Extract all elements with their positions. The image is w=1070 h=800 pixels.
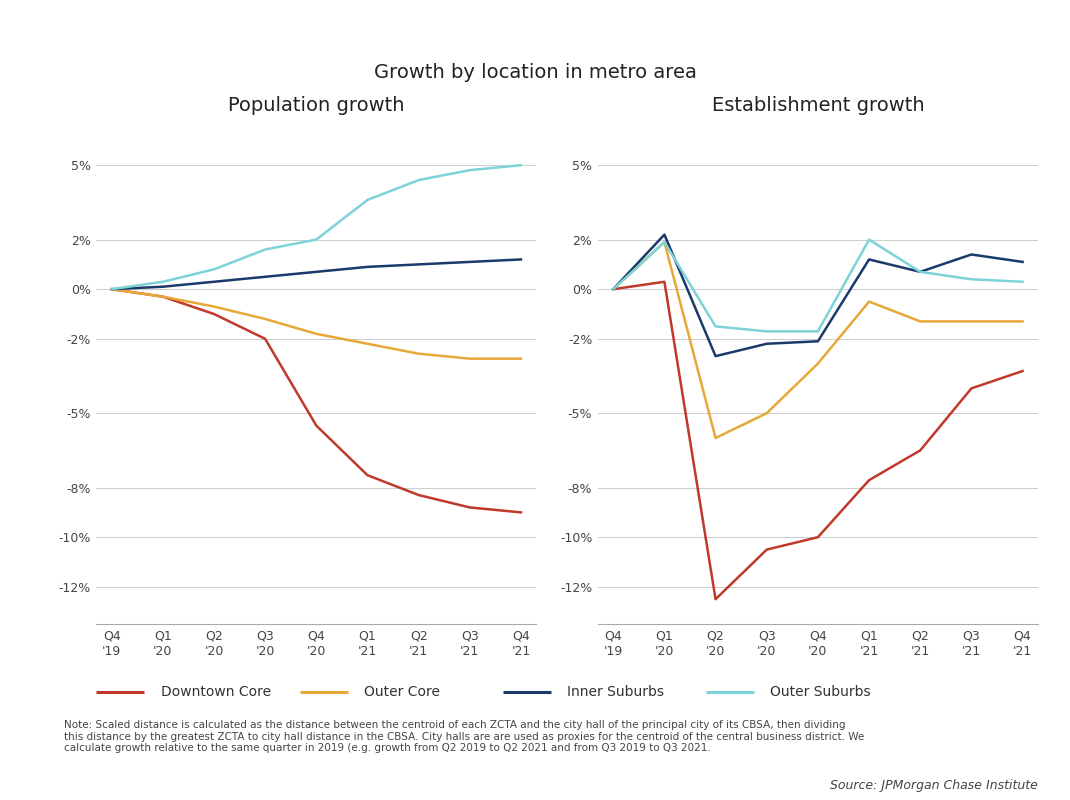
Text: Downtown Core: Downtown Core [160,685,271,699]
Text: Growth by location in metro area: Growth by location in metro area [373,62,697,82]
Text: Outer Suburbs: Outer Suburbs [770,685,871,699]
Text: Inner Suburbs: Inner Suburbs [567,685,664,699]
Text: Source: JPMorgan Chase Institute: Source: JPMorgan Chase Institute [830,779,1038,792]
Text: Outer Core: Outer Core [364,685,440,699]
Text: Note: Scaled distance is calculated as the distance between the centroid of each: Note: Scaled distance is calculated as t… [64,720,865,754]
Title: Population growth: Population growth [228,96,404,115]
Title: Establishment growth: Establishment growth [712,96,924,115]
